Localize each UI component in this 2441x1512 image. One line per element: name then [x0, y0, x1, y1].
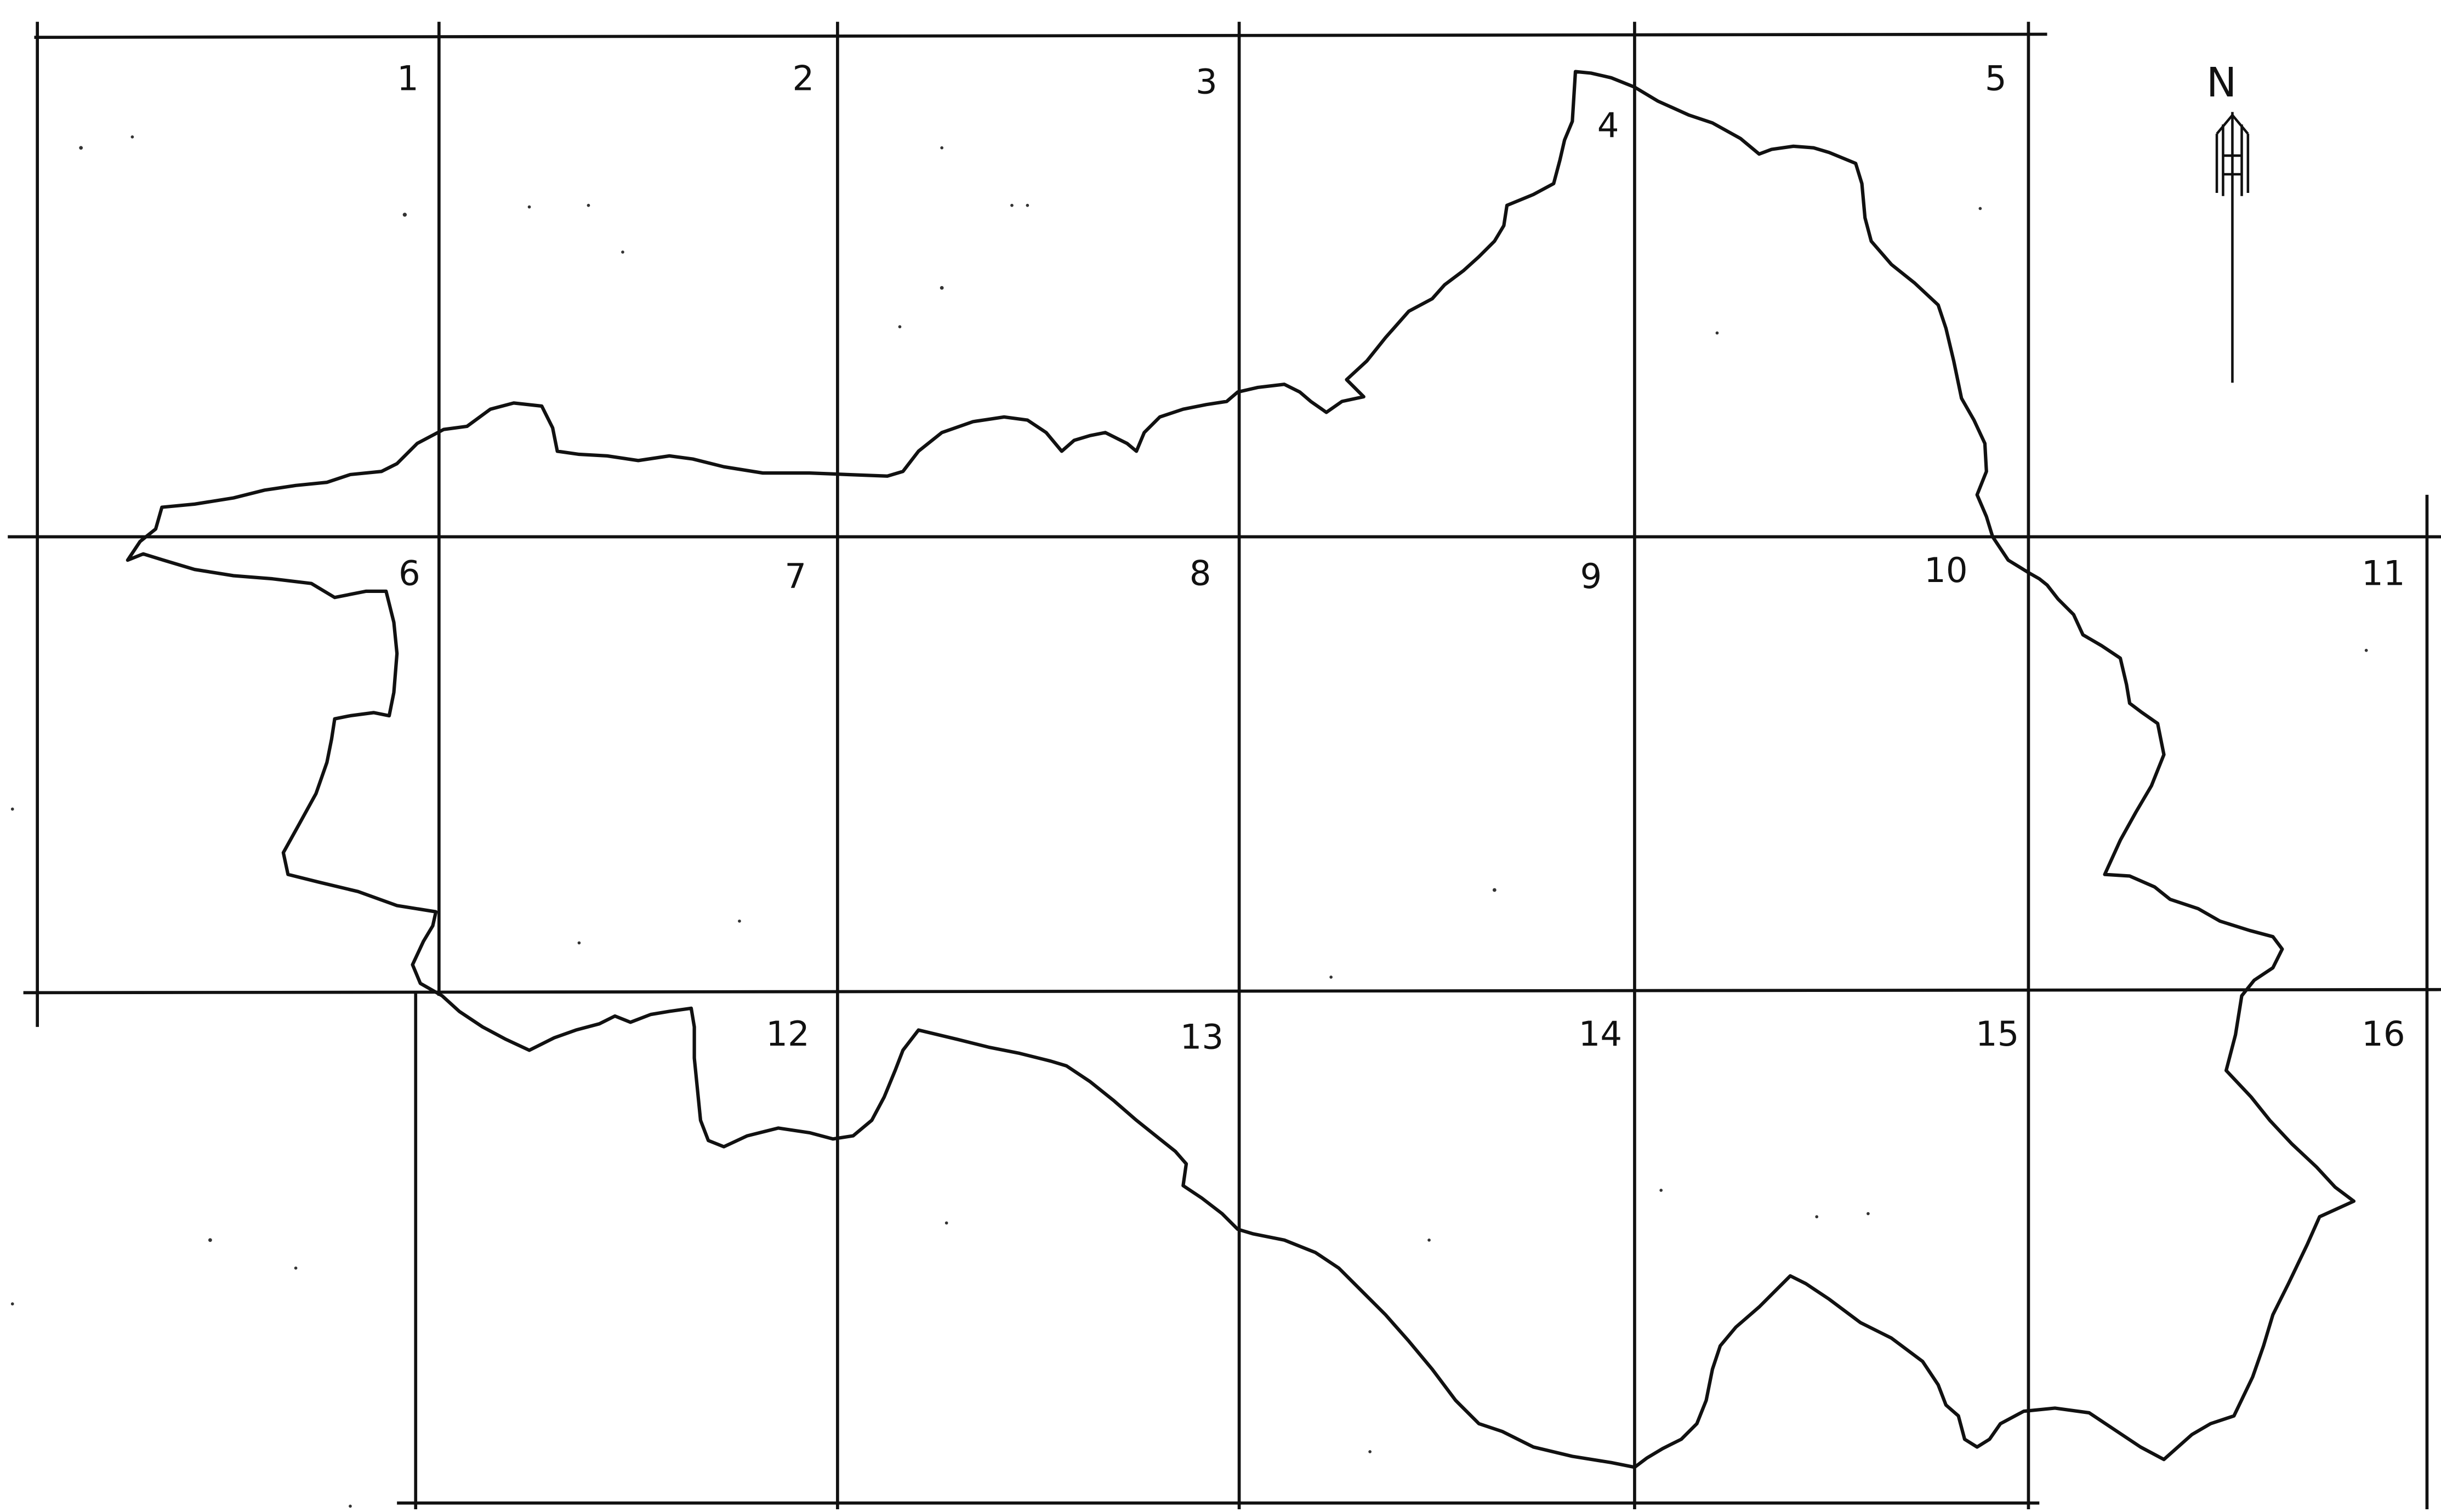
grid-line-row3 — [23, 988, 2441, 995]
sheet-grid — [8, 21, 2441, 1509]
sheet-number-11: 11 — [2362, 554, 2405, 594]
sheet-number-1: 1 — [397, 59, 419, 99]
north-label: N — [2206, 59, 2237, 106]
sheet-number-14: 14 — [1579, 1014, 1623, 1054]
sheet-number-16: 16 — [2362, 1014, 2405, 1054]
sheet-number-8: 8 — [1190, 554, 1211, 594]
sheet-number-13: 13 — [1180, 1017, 1224, 1057]
sheet-number-3: 3 — [1196, 61, 1217, 101]
sheet-numbers: 1 2 3 4 5 6 7 8 9 10 11 12 13 14 15 16 — [397, 59, 2405, 1057]
sheet-number-9: 9 — [1580, 556, 1602, 596]
grid-line-top — [34, 32, 2047, 39]
sheet-number-5: 5 — [1985, 59, 2007, 99]
scan-specks — [10, 135, 2368, 1508]
sheet-number-15: 15 — [1976, 1014, 2019, 1054]
north-arrow-icon: N — [2206, 59, 2250, 383]
sheet-number-12: 12 — [766, 1014, 810, 1054]
sheet-number-7: 7 — [784, 556, 806, 596]
sheet-number-10: 10 — [1924, 550, 1968, 590]
sheet-number-6: 6 — [399, 554, 420, 594]
sheet-number-2: 2 — [793, 59, 815, 99]
area-boundary — [126, 70, 2356, 1469]
sheet-number-4: 4 — [1597, 105, 1619, 145]
